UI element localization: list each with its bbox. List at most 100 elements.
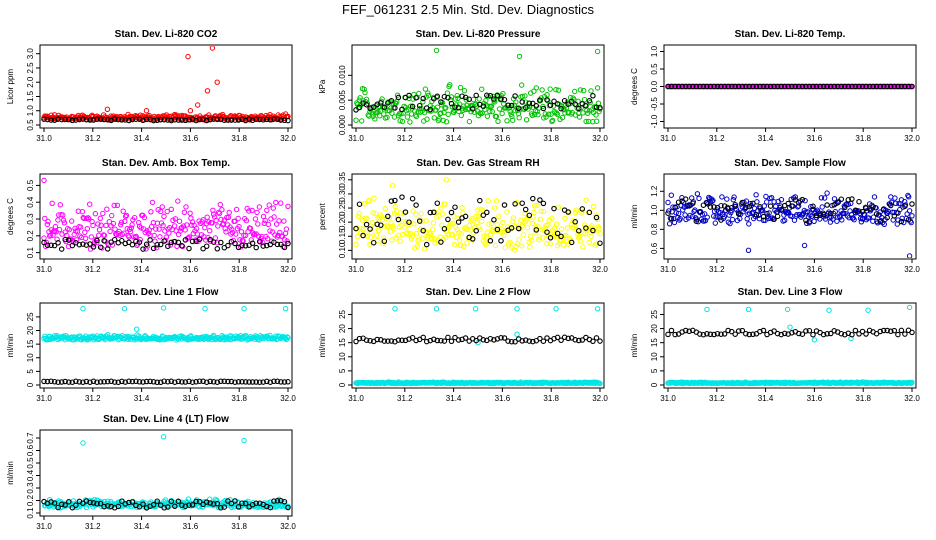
black-point: [789, 203, 795, 209]
black-point: [264, 116, 270, 123]
colored-point: [544, 92, 550, 98]
black-point: [434, 93, 441, 100]
black-point: [104, 378, 111, 385]
colored-point: [455, 95, 461, 102]
colored-point: [246, 208, 252, 214]
colored-point: [384, 114, 390, 121]
black-point: [179, 117, 185, 123]
outlier-point: [906, 304, 913, 311]
black-point: [409, 195, 416, 202]
colored-point: [193, 225, 200, 232]
colored-point: [892, 195, 898, 201]
chart-title: Stan. Dev. Amb. Box Temp.: [102, 158, 230, 169]
black-point: [519, 200, 525, 206]
black-point: [62, 116, 68, 123]
colored-point: [54, 236, 60, 242]
black-point: [264, 503, 270, 510]
black-point: [97, 244, 104, 250]
outlier-point: [134, 326, 140, 332]
colored-point: [851, 217, 857, 223]
colored-point: [893, 200, 899, 207]
black-point: [111, 116, 118, 122]
x-tick-label: 31.6: [807, 134, 823, 143]
black-point: [175, 239, 182, 246]
x-tick-label: 31.6: [807, 394, 823, 403]
colored-point: [127, 228, 134, 235]
black-point: [576, 337, 582, 344]
black-point: [182, 237, 189, 243]
plot-frame: [351, 302, 605, 389]
y-axis-label: Licor ppm: [6, 69, 15, 104]
colored-point: [822, 195, 828, 201]
colored-point: [871, 194, 878, 200]
black-point: [253, 244, 259, 251]
black-point: [203, 243, 210, 249]
colored-point: [225, 214, 232, 221]
black-point: [104, 503, 111, 509]
black-point: [165, 378, 171, 385]
colored-point: [746, 210, 753, 216]
black-point: [579, 206, 586, 212]
black-point: [133, 116, 139, 122]
black-point: [508, 225, 515, 231]
black-point: [203, 499, 210, 505]
black-point: [409, 103, 416, 110]
colored-point: [590, 203, 597, 210]
colored-point: [123, 212, 130, 219]
black-point: [69, 117, 76, 124]
colored-point: [226, 209, 232, 216]
colored-point: [156, 226, 162, 232]
colored-point: [577, 87, 584, 93]
colored-point: [399, 118, 406, 125]
y-axis-label: ml/min: [318, 334, 327, 358]
colored-point: [504, 118, 510, 124]
colored-point: [378, 214, 384, 220]
black-point: [473, 337, 479, 344]
black-point: [682, 196, 689, 202]
chart-panel-5: Stan. Dev. Gas Stream RH 31.0 31.2 31.4 31.6…: [318, 158, 608, 274]
colored-point: [207, 228, 213, 234]
colored-point: [182, 227, 188, 233]
black-point: [718, 217, 724, 223]
colored-point: [388, 105, 394, 111]
colored-point: [581, 97, 588, 103]
colored-point: [128, 225, 135, 231]
black-point: [827, 83, 834, 90]
black-point: [700, 331, 707, 338]
black-point: [55, 504, 61, 511]
black-point: [281, 244, 288, 251]
x-tick-label: 31.0: [348, 394, 364, 403]
black-point: [827, 330, 834, 337]
black-point: [119, 237, 125, 244]
black-point: [774, 330, 781, 337]
black-point: [179, 379, 185, 385]
x-tick-label: 31.0: [36, 522, 52, 531]
colored-point: [148, 209, 154, 215]
black-point: [491, 337, 497, 343]
black-point: [750, 200, 756, 207]
y-axis-label: ml/min: [6, 334, 15, 358]
chart-panel-6: Stan. Dev. Sample Flow 31.0 31.2 31.4 31.6 31…: [630, 158, 920, 274]
black-point: [693, 83, 700, 90]
colored-point: [593, 112, 599, 118]
colored-point: [544, 241, 550, 247]
colored-point: [416, 90, 422, 97]
colored-point: [473, 213, 479, 220]
colored-point: [214, 240, 220, 246]
black-point: [416, 218, 423, 224]
black-point: [519, 99, 525, 105]
colored-point: [355, 213, 362, 220]
black-point: [778, 83, 784, 90]
colored-point: [61, 220, 68, 226]
black-point: [540, 200, 547, 207]
black-point: [168, 378, 175, 385]
x-tick-label: 31.0: [36, 394, 52, 403]
black-point: [186, 378, 192, 385]
y-tick-label: 10: [26, 353, 35, 362]
colored-point: [768, 195, 775, 201]
colored-point: [583, 118, 589, 125]
colored-point: [443, 105, 449, 111]
black-point: [487, 238, 494, 244]
colored-point: [495, 118, 501, 125]
colored-point: [438, 205, 444, 211]
